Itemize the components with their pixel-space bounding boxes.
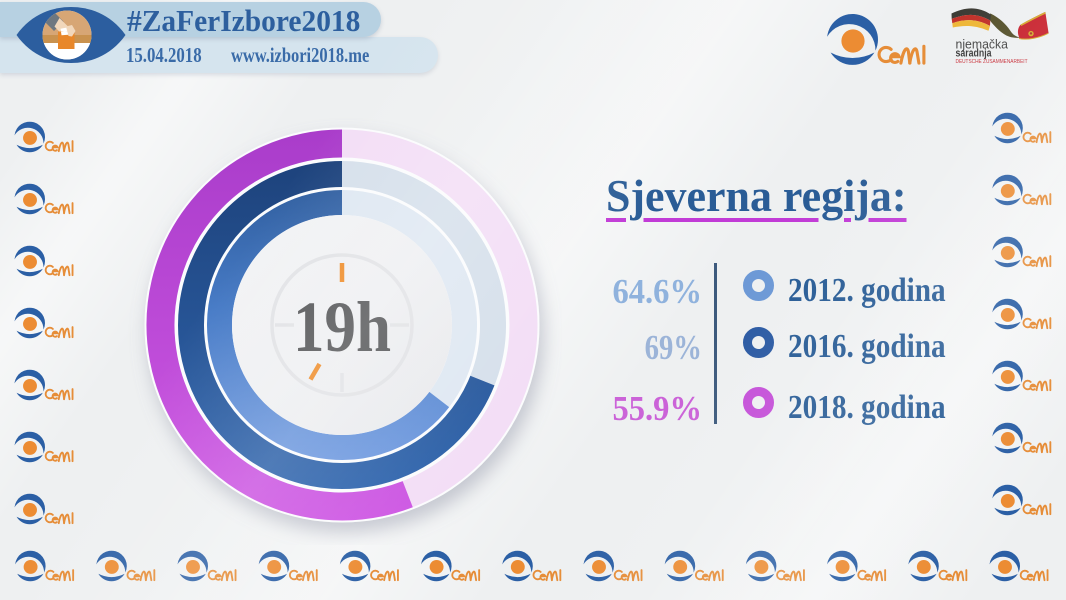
svg-text:saradnja: saradnja <box>956 48 992 60</box>
svg-text:19h: 19h <box>293 287 391 367</box>
svg-text:DEUTSCHE ZUSAMMENARBEIT: DEUTSCHE ZUSAMMENARBEIT <box>956 59 1028 65</box>
